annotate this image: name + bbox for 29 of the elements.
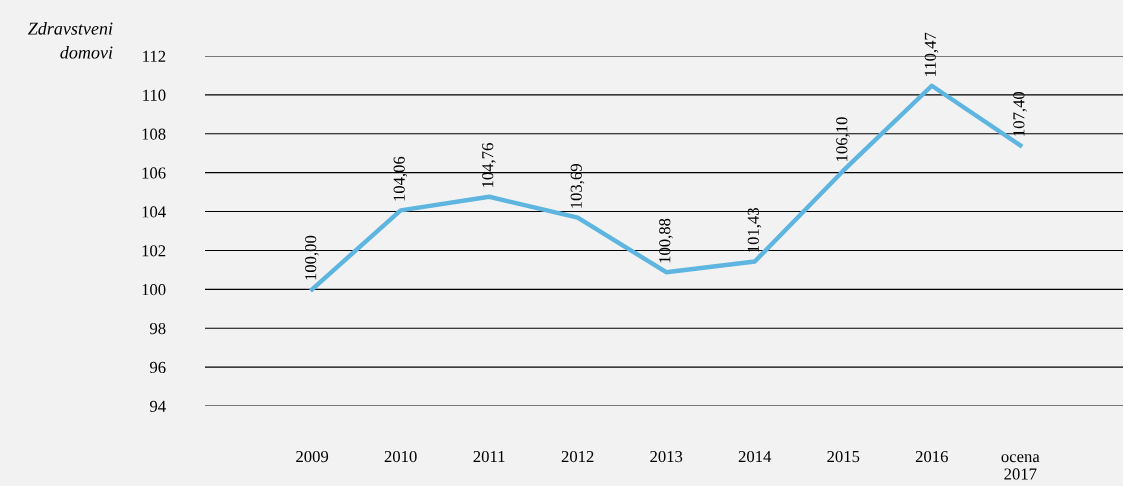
x-tick-label: 2010: [384, 450, 417, 463]
data-label: 104,06: [393, 156, 408, 201]
data-label: 106,10: [836, 117, 850, 161]
y-tick-label: 106: [142, 167, 166, 179]
data-label: 103,69: [570, 164, 585, 208]
y-tick-label: 98: [149, 322, 166, 335]
y-tick-label: 110: [143, 89, 166, 101]
y-tick-label: 96: [149, 361, 166, 374]
y-tick-label: 112: [143, 50, 166, 62]
x-tick-label: 2009: [296, 450, 329, 463]
x-tick-label: ocena 2017: [1001, 454, 1040, 480]
y-tick-label: 100: [142, 284, 166, 296]
y-tick-label: 108: [142, 128, 166, 140]
x-tick-label: 2014: [738, 450, 772, 463]
y-tick-label: 102: [142, 245, 166, 257]
data-label: 100,88: [659, 218, 673, 263]
x-tick-label: 2016: [915, 450, 948, 463]
x-tick-label: 2012: [561, 450, 594, 463]
data-label: 110,47: [924, 32, 939, 76]
data-label: 107,40: [1013, 91, 1027, 136]
data-label: 100,00: [305, 235, 319, 280]
y-axis-title: Zdravstveni domovi: [27, 22, 113, 59]
data-label: 101,43: [747, 208, 762, 252]
y-tick-label: 94: [149, 400, 166, 412]
y-tick-label: 104: [142, 206, 166, 218]
data-label: 104,76: [482, 143, 496, 187]
x-tick-label: 2015: [827, 450, 860, 463]
x-tick-label: 2013: [650, 450, 683, 463]
x-tick-label: 2011: [473, 450, 505, 463]
